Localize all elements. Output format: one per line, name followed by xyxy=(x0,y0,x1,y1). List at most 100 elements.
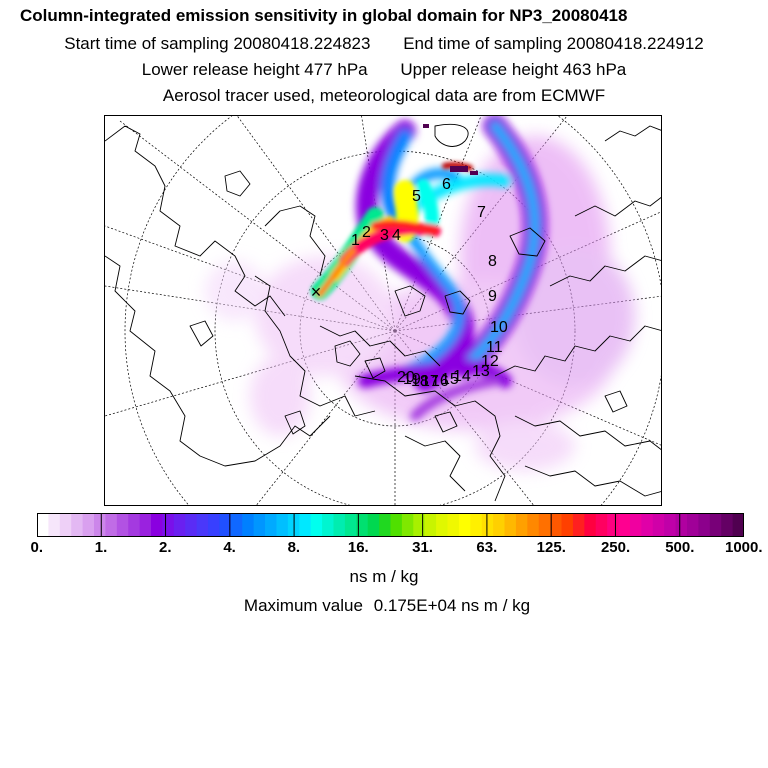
coastline xyxy=(334,340,361,367)
coastline xyxy=(264,205,326,277)
color-scale-tick-label: 63. xyxy=(476,539,498,556)
coastline xyxy=(319,325,441,367)
color-scale-swatch xyxy=(151,513,164,537)
color-scale-swatch xyxy=(37,513,49,537)
color-scale-swatch xyxy=(219,513,232,537)
day-label-17: 17 xyxy=(421,373,439,390)
color-scale-tick-label: 250. xyxy=(600,539,631,556)
color-scale-swatch xyxy=(390,513,403,537)
day-label-15: 15 xyxy=(441,371,459,388)
coastline xyxy=(105,255,331,467)
color-scale-swatch xyxy=(208,513,221,537)
color-scale-swatch xyxy=(82,513,95,537)
color-scale-swatch xyxy=(664,513,677,537)
coastline xyxy=(434,411,458,433)
color-scale-swatch xyxy=(470,513,483,537)
color-scale-swatch xyxy=(116,513,129,537)
day-label-9: 9 xyxy=(488,288,497,305)
coastlines xyxy=(105,123,661,502)
color-scale-swatch xyxy=(721,513,734,537)
day-label-12: 12 xyxy=(481,353,499,370)
plume-core xyxy=(355,116,547,421)
color-scale-swatch xyxy=(641,513,654,537)
color-scale-swatch xyxy=(447,513,460,537)
release-point-marker: × xyxy=(311,282,322,302)
start-time-label: Start time of sampling 20080418.224823 xyxy=(64,34,371,53)
sensitivity-map: × 1 2 3 4 5 6 7 8 9 10 11 12 13 14 15 16… xyxy=(104,115,662,506)
coastline xyxy=(364,357,386,379)
day-label-13: 13 xyxy=(472,363,490,380)
map-canvas: × 1 2 3 4 5 6 7 8 9 10 11 12 13 14 15 16… xyxy=(105,116,661,505)
color-scale-swatch xyxy=(310,513,323,537)
color-scale-bar xyxy=(37,513,744,537)
color-scale-swatch xyxy=(333,513,346,537)
color-scale-ticks: 0. 1. 2. 4. 8. 16. 31. 63. 125. 250. 500. 1000. xyxy=(0,539,768,559)
color-scale-swatch xyxy=(572,513,585,537)
color-scale-tick-label: 2. xyxy=(159,539,172,556)
color-scale-swatch xyxy=(139,513,152,537)
day-label-20: 20 xyxy=(397,369,415,386)
color-scale-swatch xyxy=(401,513,414,537)
color-scale-swatch xyxy=(173,513,186,537)
color-scale-swatch xyxy=(367,513,380,537)
color-scale-tick-label: 1. xyxy=(94,539,108,556)
color-scale-swatch xyxy=(196,513,209,537)
color-scale-swatch xyxy=(436,513,449,537)
color-scale-swatch xyxy=(629,513,642,537)
color-scale-tick-label: 1000. xyxy=(725,539,763,556)
day-label-18: 18 xyxy=(411,373,429,390)
color-scale-swatch xyxy=(344,513,357,537)
coastline xyxy=(604,125,661,142)
color-scale-swatch xyxy=(299,513,312,537)
color-scale-swatch xyxy=(276,513,289,537)
color-scale-swatch xyxy=(253,513,266,537)
color-scale-swatch xyxy=(527,513,540,537)
color-scale-swatch xyxy=(322,513,335,537)
color-scale-swatch xyxy=(379,513,392,537)
release-heights: Lower release height 477 hPa Upper relea… xyxy=(0,60,768,80)
color-scale-swatch xyxy=(94,513,107,537)
end-time-label: End time of sampling 20080418.224912 xyxy=(403,34,704,53)
color-scale-swatch xyxy=(538,513,551,537)
coastline xyxy=(404,435,466,492)
coastline xyxy=(549,255,661,287)
day-label-4: 4 xyxy=(392,227,401,244)
color-scale-swatch xyxy=(618,513,631,537)
coastline xyxy=(284,410,306,435)
color-scale-swatch xyxy=(595,513,608,537)
color-scale-tick-label: 16. xyxy=(347,539,369,556)
coastline xyxy=(189,320,214,347)
color-scale-swatch xyxy=(493,513,506,537)
color-scale-swatch xyxy=(584,513,597,537)
color-scale-swatch xyxy=(607,513,620,537)
color-scale-swatch xyxy=(242,513,255,537)
coastline xyxy=(224,170,251,197)
coastline xyxy=(354,375,506,502)
color-scale-swatch xyxy=(698,513,711,537)
plume-hot xyxy=(311,162,473,300)
day-label-16: 16 xyxy=(431,373,449,390)
color-scale-tick-label: 0. xyxy=(30,539,44,556)
map-title: Column-integrated emission sensitivity i… xyxy=(20,6,628,25)
day-label-7: 7 xyxy=(477,204,486,221)
day-label-10: 10 xyxy=(490,319,508,336)
coastline xyxy=(574,196,661,217)
color-scale-swatch xyxy=(515,513,528,537)
color-scale-swatch xyxy=(105,513,118,537)
coastline xyxy=(434,123,469,147)
color-scale-swatch xyxy=(162,513,175,537)
coastline xyxy=(509,227,546,257)
day-label-14: 14 xyxy=(453,368,471,385)
coastline xyxy=(105,125,286,317)
color-scale-swatch xyxy=(185,513,198,537)
sensitivity-plume xyxy=(205,116,635,471)
day-label-5: 5 xyxy=(412,188,421,205)
meridian xyxy=(105,225,396,332)
color-scale-swatch xyxy=(265,513,278,537)
day-label-19: 19 xyxy=(403,371,421,388)
color-scale-swatch xyxy=(481,513,494,537)
color-scale-swatch xyxy=(550,513,563,537)
color-scale-tick-label: 8. xyxy=(287,539,301,556)
color-scale-swatch xyxy=(356,513,369,537)
color-scale-swatch xyxy=(71,513,84,537)
